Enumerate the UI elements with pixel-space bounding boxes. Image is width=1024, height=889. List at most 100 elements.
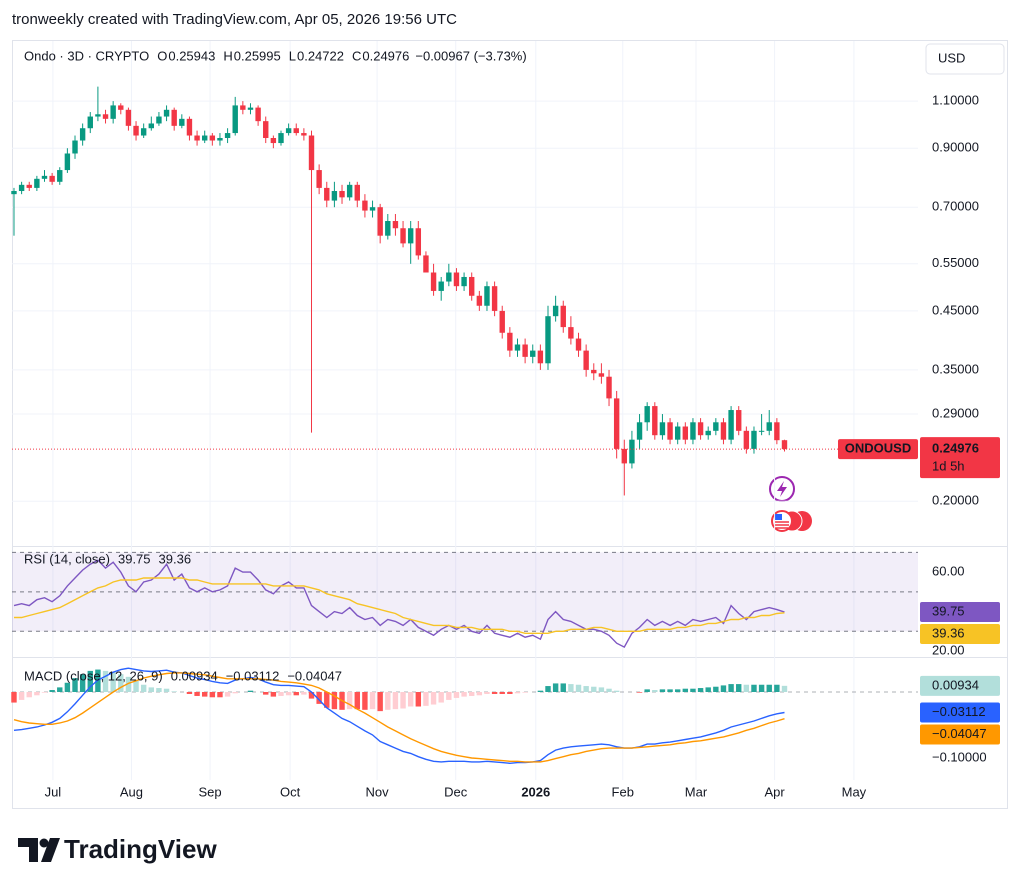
value-tag-label: −0.04047 [932,726,987,741]
candle-body [674,426,681,440]
histogram-bar [491,691,498,694]
candle-body [583,350,589,370]
histogram-bar [713,686,719,692]
candle-body [354,184,360,201]
histogram-bar [171,691,177,692]
candle-body [476,295,483,306]
y-tick-label: 0.90000 [932,140,979,155]
lightning [777,481,787,497]
candle-body [346,184,353,198]
histogram-bar [697,688,704,692]
candle-body [751,430,757,449]
histogram-bar [507,691,513,694]
histogram-bar [690,688,696,692]
histogram-bar [430,691,437,705]
ohlc-letter: L [289,48,296,63]
histogram-bar [324,691,330,708]
candle-body [636,422,643,440]
histogram-bar [79,674,86,692]
histogram-bar [156,688,162,692]
histogram-bar [87,670,93,692]
ohlc-value: 0.24722 [297,48,344,63]
histogram-bar [758,684,765,692]
candle-body [774,422,780,441]
candle-body [606,376,612,399]
histogram-bar [209,691,216,698]
logo-mark [41,838,60,862]
candle-body [26,184,32,188]
x-tick-label: Sep [198,784,221,799]
candle-body [537,350,544,364]
histogram-bar [613,690,620,692]
countdown: 1d 5h [932,459,965,474]
candle-body [522,344,528,357]
histogram-bar [278,691,284,696]
candle-body [232,105,238,134]
histogram-bar [568,684,574,692]
histogram-bar [362,691,368,710]
rsi-line [13,559,785,649]
flag-canton [775,514,782,520]
candle-body [202,135,208,141]
macd-value: −0.03112 [226,668,280,683]
candle-body [301,133,307,136]
value-tag-label: 39.36 [932,625,965,640]
histogram-bar [499,691,505,694]
histogram-bar [415,691,422,707]
candle-body [758,430,765,432]
value-tag-label: 39.75 [932,603,965,618]
currency: USD [938,50,965,65]
value-tag [920,702,1000,723]
candle-body [407,228,414,244]
histogram-bar [57,687,63,692]
rsi-value: 39.75 [118,551,151,566]
y-tick-label: 0.55000 [932,255,979,270]
candle-body [415,228,422,256]
histogram-bar [522,691,528,693]
candle-body [339,191,345,198]
histogram-bar [537,690,544,692]
candle-body [575,338,582,351]
candle-body [507,332,513,351]
candle-body [652,406,658,436]
histogram-bar [469,691,475,696]
histogram-bar [781,685,788,692]
histogram-bar [34,691,40,696]
histogram-bar [133,680,139,692]
histogram-bar [316,691,322,704]
candle-body [781,440,788,450]
candle-body [41,175,48,179]
histogram-bar [446,691,452,700]
candle-body [224,133,231,139]
histogram-bar [49,690,55,692]
macd-value: 0.00934 [171,668,218,683]
ohlc-letter: C [352,48,361,63]
macd-line [13,667,785,765]
candle-body [140,128,147,136]
histogram-bar [217,691,223,698]
histogram-bar [743,684,750,692]
currency-button[interactable] [925,43,1005,75]
histogram-bar [263,691,269,695]
histogram-bar [728,684,734,692]
x-tick-label: May [842,784,867,799]
x-tick-label: Apr [764,784,785,799]
candle-body [491,286,498,311]
y-tick-label: 0.70000 [932,199,979,214]
x-tick-label: Mar [685,784,708,799]
histogram-bar [72,678,78,692]
candle-body [263,121,269,139]
candle-body [499,310,505,333]
histogram-bar [575,684,582,692]
histogram-bar [369,691,376,710]
histogram-bar [301,691,307,695]
candle-body [156,116,162,124]
candle-body [392,221,399,229]
candle-body [87,116,93,129]
histogram-bar [118,674,124,692]
histogram-bar [674,689,681,692]
symbol-label: ONDOUSD [845,441,911,456]
histogram-bar [293,691,299,696]
histogram-bar [102,670,109,692]
